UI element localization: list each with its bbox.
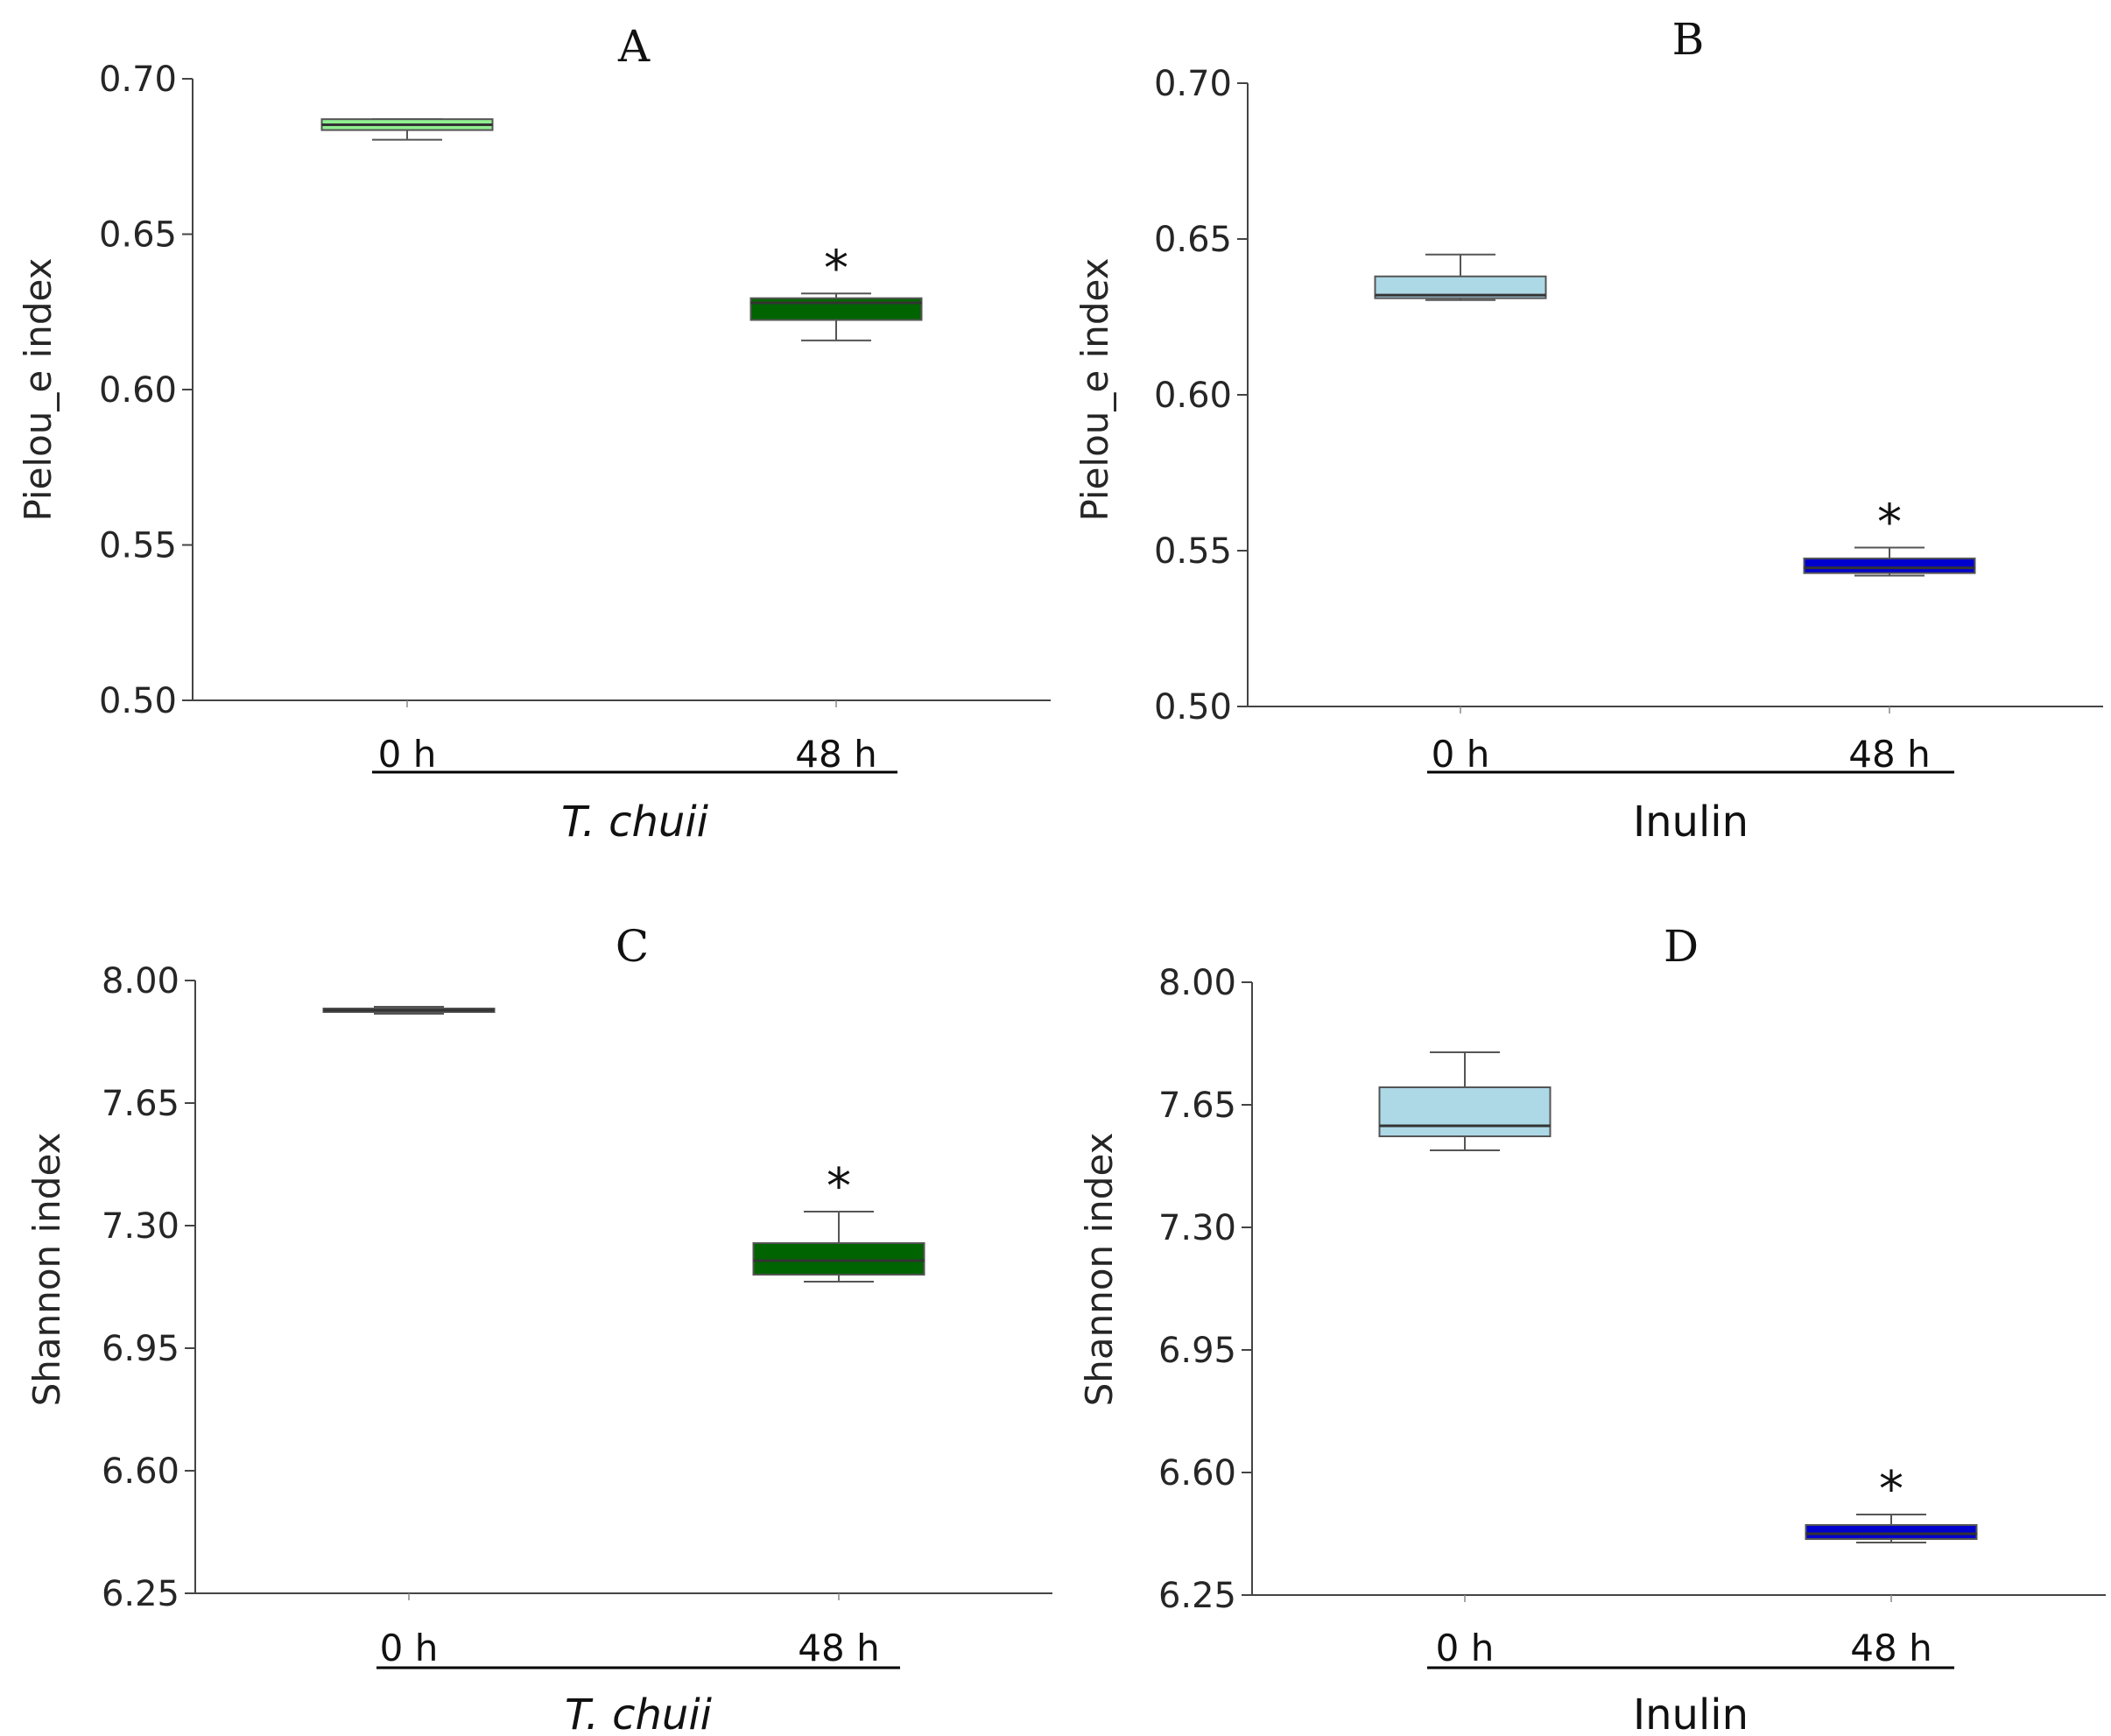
y-tick-label: 0.55 <box>1154 531 1232 572</box>
box-0h <box>1378 1051 1552 1151</box>
box-48h: * <box>1803 494 1976 577</box>
significance-star: * <box>1879 1461 1903 1518</box>
y-tick-label: 0.65 <box>1154 220 1232 260</box>
significance-star: * <box>1877 494 1902 551</box>
group-label: Inulin <box>1633 1690 1749 1736</box>
significance-star: * <box>827 1158 851 1215</box>
box-iqr <box>1378 1086 1552 1137</box>
box-48h: * <box>1805 1461 1978 1543</box>
y-tick-label: 6.95 <box>102 1329 179 1369</box>
y-tick-label: 8.00 <box>1158 963 1236 1003</box>
category-label: 0 h <box>1436 1627 1495 1669</box>
category-label: 48 h <box>1850 1627 1932 1669</box>
significance-star: * <box>824 240 848 297</box>
box-0h <box>322 1006 496 1015</box>
y-tick-label: 7.30 <box>1158 1208 1236 1248</box>
panel-title: D <box>1664 921 1699 972</box>
box-0h <box>320 118 494 141</box>
category-label: 48 h <box>798 1627 879 1669</box>
panel-title: B <box>1672 14 1705 65</box>
y-axis-label: Pielou_e index <box>1073 258 1116 522</box>
y-tick-label: 6.60 <box>102 1451 179 1492</box>
panel-c: C 6.25 6.60 6.95 7.30 7.65 8.00 Shannon index 0 … <box>25 921 1052 1736</box>
y-tick-label: 0.60 <box>1154 376 1232 416</box>
y-tick-label: 6.60 <box>1158 1453 1236 1494</box>
y-tick-label: 7.65 <box>1158 1086 1236 1126</box>
box-iqr <box>1803 557 1976 574</box>
box-48h: * <box>752 1158 925 1283</box>
group-label: T. chuii <box>565 1690 713 1736</box>
category-label: 0 h <box>378 733 437 776</box>
y-tick-label: 7.30 <box>102 1206 179 1247</box>
y-tick-label: 0.55 <box>99 526 177 566</box>
y-axis-label: Pielou_e index <box>17 258 60 522</box>
y-axis-label: Shannon index <box>1078 1133 1121 1407</box>
y-tick-label: 6.95 <box>1158 1331 1236 1371</box>
panel-b: B 0.50 0.55 0.60 0.65 0.70 Pielou_e index 0 h * 4… <box>1073 14 2103 847</box>
panel-d: D 6.25 6.60 6.95 7.30 7.65 8.00 Shannon index 0 … <box>1078 921 2106 1736</box>
box-iqr <box>1805 1524 1978 1540</box>
category-label: 0 h <box>1432 733 1490 776</box>
y-tick-label: 6.25 <box>102 1574 179 1614</box>
category-label: 48 h <box>795 733 876 776</box>
panel-title: C <box>616 921 649 972</box>
category-label: 48 h <box>1848 733 1930 776</box>
category-label: 0 h <box>380 1627 439 1669</box>
y-tick-label: 0.50 <box>1154 687 1232 727</box>
group-label: T. chuii <box>561 798 709 847</box>
box-iqr <box>752 1242 925 1276</box>
y-tick-label: 6.25 <box>1158 1576 1236 1616</box>
box-48h: * <box>749 240 923 341</box>
y-tick-label: 0.60 <box>99 370 177 411</box>
y-tick-label: 7.65 <box>102 1084 179 1124</box>
group-label: Inulin <box>1633 798 1749 847</box>
box-iqr <box>749 297 923 321</box>
y-tick-label: 0.65 <box>99 215 177 256</box>
y-tick-label: 0.70 <box>99 60 177 100</box>
y-tick-label: 0.50 <box>99 681 177 721</box>
panel-a: A 0.50 0.55 0.60 0.65 0.70 Pielou_e index 0 h * 4… <box>17 21 1051 847</box>
panel-title: A <box>617 21 651 72</box>
y-tick-label: 0.70 <box>1154 64 1232 104</box>
y-tick-label: 8.00 <box>102 961 179 1002</box>
box-0h <box>1374 253 1547 301</box>
y-axis-label: Shannon index <box>25 1133 68 1407</box>
